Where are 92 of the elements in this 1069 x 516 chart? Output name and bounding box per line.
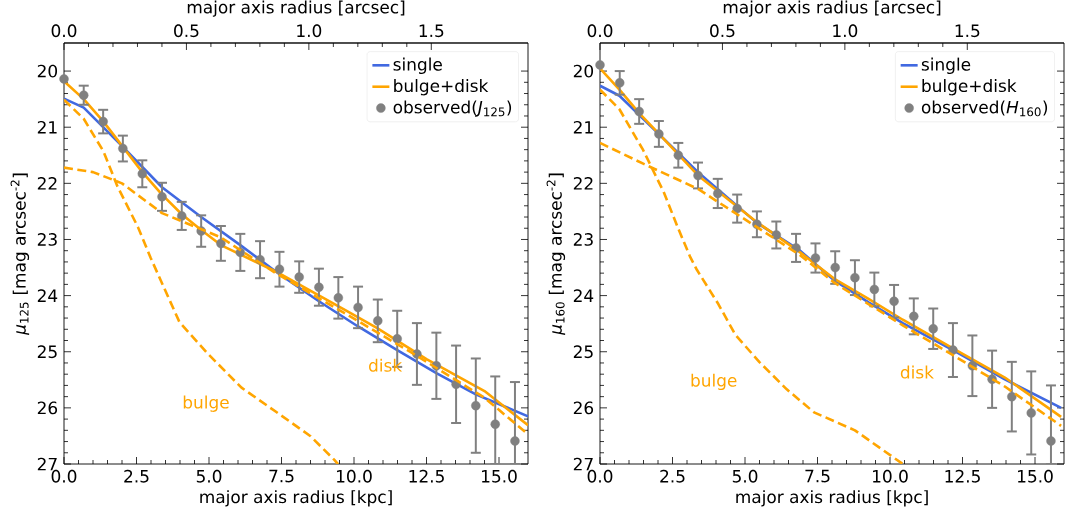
- point: [889, 296, 899, 306]
- point: [850, 272, 860, 283]
- y-tick-label: 21: [37, 120, 57, 134]
- x-tick-label: 12.5: [409, 469, 444, 483]
- x-tick-label: 10.0: [337, 469, 372, 483]
- point: [59, 74, 69, 84]
- y-axis-title: μ$_{125}$ [mag arcsec$^{-2}$]: [10, 173, 30, 336]
- point: [314, 282, 324, 292]
- x-tick-label: 7.5: [805, 469, 830, 483]
- point: [157, 192, 167, 202]
- x-tick-label: 2.5: [124, 469, 149, 483]
- point: [673, 150, 684, 160]
- x2-tick-label: 1.5: [419, 24, 444, 38]
- x-tick-label: 5.0: [732, 469, 758, 483]
- point: [294, 272, 304, 282]
- y-tick-label: 23: [573, 233, 593, 246]
- point: [869, 284, 880, 295]
- point: [79, 90, 89, 100]
- point: [274, 264, 285, 274]
- x-tick-label: 0.0: [587, 469, 613, 483]
- y-tick-label: 27: [37, 457, 57, 471]
- x2-axis-title: major axis radius [arcsec]: [723, 0, 941, 17]
- x2-tick-label: 0.0: [51, 24, 77, 38]
- y-tick-label: 24: [573, 289, 594, 302]
- point: [1007, 391, 1017, 402]
- point: [732, 203, 742, 214]
- y-tick-label: 20: [37, 64, 58, 78]
- x-tick-label: 15.0: [482, 469, 517, 483]
- legend-label: single: [921, 57, 971, 74]
- point: [98, 116, 108, 127]
- y-tick-label: 26: [37, 401, 58, 415]
- x2-tick-label: 1.5: [955, 24, 980, 38]
- y-axis-title: μ$_{160}$ [mag arcsec$^{-2}$]: [546, 173, 566, 336]
- x-tick-label: 10.0: [873, 469, 908, 483]
- y-tick-label: 22: [37, 177, 57, 190]
- point: [654, 129, 664, 139]
- legend-label: observed(H$_{160}$): [921, 100, 1048, 117]
- legend-label: bulge+disk: [922, 79, 1017, 96]
- point: [216, 238, 226, 249]
- x-axis-title: major axis radius [kpc]: [200, 490, 392, 507]
- point: [137, 169, 147, 179]
- point: [490, 419, 500, 429]
- legend-label: single: [393, 57, 442, 74]
- y-tick-label: 22: [573, 177, 593, 190]
- x-tick-label: 5.0: [196, 469, 222, 483]
- y-tick-label: 23: [37, 233, 57, 246]
- x-tick-label: 0.0: [51, 469, 77, 483]
- point: [830, 262, 840, 273]
- point: [713, 188, 723, 199]
- x-tick-label: 12.5: [945, 469, 980, 483]
- point: [373, 316, 383, 326]
- x2-tick-label: 1.0: [297, 24, 322, 38]
- y-tick-label: 24: [37, 289, 58, 302]
- point: [333, 293, 344, 303]
- y-tick-label: 26: [573, 401, 594, 415]
- y-tick-label: 21: [573, 120, 593, 134]
- point: [810, 253, 821, 263]
- point: [510, 436, 520, 446]
- legend-label: bulge+disk: [394, 79, 489, 96]
- x-tick-label: 2.5: [660, 469, 685, 483]
- x2-axis-title: major axis radius [arcsec]: [187, 0, 405, 17]
- point: [1026, 408, 1036, 418]
- x2-tick-label: 0.5: [710, 24, 735, 38]
- point: [791, 243, 801, 253]
- x-tick-label: 15.0: [1018, 469, 1053, 483]
- point: [615, 78, 625, 88]
- legend-label: observed(J$_{125}$): [393, 100, 512, 117]
- x2-tick-label: 1.0: [833, 24, 858, 38]
- y-tick-label: 27: [573, 457, 593, 471]
- series-label: disk: [900, 365, 934, 379]
- point: [595, 60, 605, 70]
- x2-tick-label: 0.5: [174, 24, 199, 38]
- x-axis-title: major axis radius [kpc]: [736, 490, 928, 507]
- point: [771, 230, 782, 240]
- point: [118, 143, 128, 154]
- point: [909, 311, 919, 322]
- point: [693, 170, 703, 181]
- series-label: bulge: [691, 373, 737, 391]
- point: [928, 324, 938, 334]
- point: [634, 106, 644, 117]
- x2-tick-label: 0.0: [587, 24, 613, 38]
- point: [1046, 436, 1056, 446]
- y-tick-label: 25: [573, 345, 593, 359]
- y-tick-label: 25: [37, 345, 57, 359]
- point: [471, 400, 481, 411]
- point: [177, 211, 187, 221]
- x-tick-label: 7.5: [269, 469, 294, 483]
- point: [392, 334, 402, 344]
- series-label: disk: [369, 358, 403, 372]
- series-label: bulge: [183, 395, 229, 412]
- y-tick-label: 20: [573, 64, 594, 78]
- point: [353, 302, 363, 313]
